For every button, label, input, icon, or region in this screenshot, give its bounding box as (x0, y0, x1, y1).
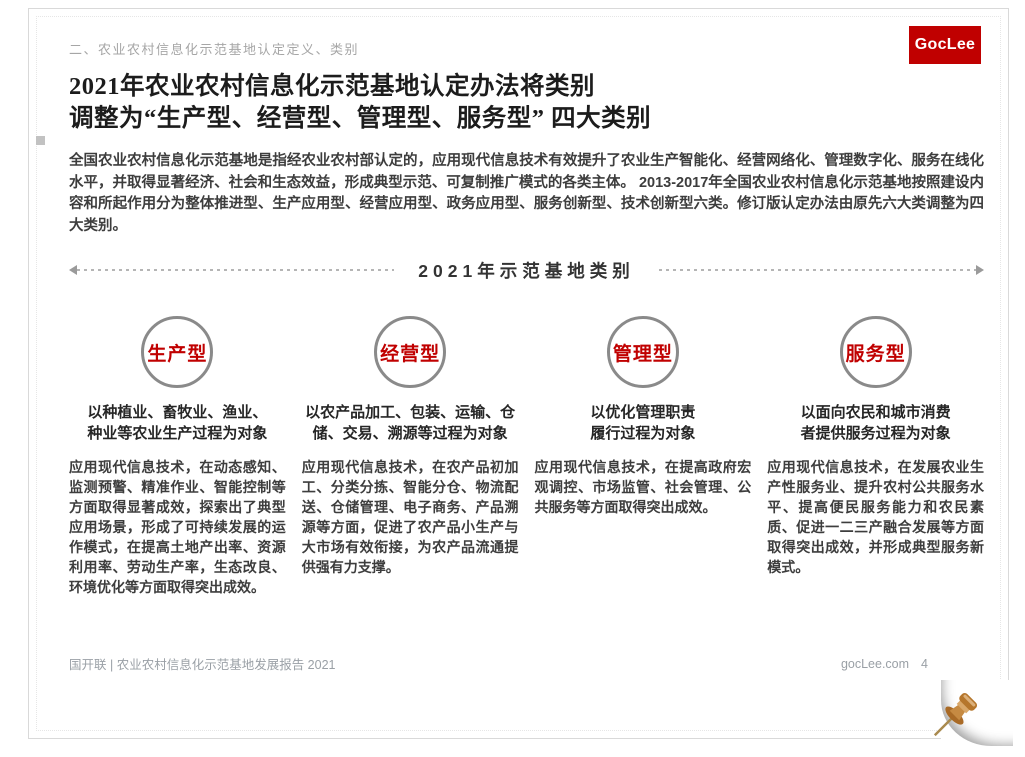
footer-page-number: 4 (921, 656, 928, 671)
category-circle: 管理型 (606, 316, 679, 388)
pushpin-icon (933, 692, 978, 737)
category-column-operation: 经营型 以农产品加工、包装、运输、仓 储、交易、溯源等过程为对象 应用现代信息技… (302, 316, 519, 597)
category-column-production: 生产型 以种植业、畜牧业、渔业、 种业等农业生产过程为对象 应用现代信息技术，在… (69, 316, 286, 597)
section-kicker: 二、农业农村信息化示范基地认定定义、类别 (69, 42, 360, 57)
category-circle: 生产型 (141, 316, 214, 388)
page-title: 2021年农业农村信息化示范基地认定办法将类别 调整为“生产型、经营型、管理型、… (69, 71, 984, 135)
category-name: 生产型 (147, 343, 208, 365)
category-heading-row: 2021年示范基地类别 (69, 258, 984, 282)
category-description: 应用现代信息技术，在发展农业生产性服务业、提升农村公共服务水平、提高便民服务能力… (767, 459, 984, 575)
category-column-service: 服务型 以面向农民和城市消费 者提供服务过程为对象 应用现代信息技术，在发展农业… (767, 316, 984, 597)
category-name: 服务型 (845, 343, 906, 365)
section-heading: 2021年示范基地类别 (418, 260, 635, 281)
category-description: 应用现代信息技术，在农产品初加工、分类分拣、智能分仓、物流配送、仓储管理、电子商… (301, 459, 519, 575)
brand-logo: GocLee (909, 26, 981, 64)
category-circle: 服务型 (839, 316, 912, 388)
left-arrow-icon (69, 265, 77, 275)
intro-paragraph: 全国农业农村信息化示范基地是指经农业农村部认定的，应用现代信息技术有效提升了农业… (69, 153, 984, 234)
title-bullet-square (36, 136, 45, 145)
category-circle: 经营型 (374, 316, 447, 388)
category-subtitle: 以优化管理职责 履行过程为对象 (590, 404, 696, 442)
footer-report-title: 国开联 | 农业农村信息化示范基地发展报告 2021 (69, 658, 336, 672)
left-dashed-line (77, 269, 395, 271)
category-description: 应用现代信息技术，在提高政府宏观调控、市场监管、社会管理、公共服务等方面取得突出… (534, 459, 752, 515)
category-name: 管理型 (612, 343, 673, 365)
category-description: 应用现代信息技术，在动态感知、监测预警、精准作业、智能控制等方面取得显著成效，探… (69, 459, 286, 595)
page-title-line2: 调整为“生产型、经营型、管理型、服务型” 四大类别 (69, 105, 652, 132)
footer: 国开联 | 农业农村信息化示范基地发展报告 2021 gocLee.com 4 (69, 654, 928, 673)
slide-page: GocLee 二、农业农村信息化示范基地认定定义、类别 2021年农业农村信息化… (28, 8, 1013, 746)
right-dashed-line (658, 269, 976, 271)
category-column-management: 管理型 以优化管理职责 履行过程为对象 应用现代信息技术，在提高政府宏观调控、市… (534, 316, 752, 597)
category-subtitle: 以农产品加工、包装、运输、仓 储、交易、溯源等过程为对象 (305, 404, 516, 442)
page-title-line1: 2021年农业农村信息化示范基地认定办法将类别 (69, 73, 595, 100)
category-subtitle: 以种植业、畜牧业、渔业、 种业等农业生产过程为对象 (87, 404, 268, 442)
category-name: 经营型 (380, 343, 441, 365)
category-subtitle: 以面向农民和城市消费 者提供服务过程为对象 (800, 404, 951, 442)
brand-logo-text: GocLee (914, 36, 976, 53)
footer-site: gocLee.com (840, 656, 910, 671)
category-columns: 生产型 以种植业、畜牧业、渔业、 种业等农业生产过程为对象 应用现代信息技术，在… (69, 316, 984, 597)
right-arrow-icon (976, 265, 984, 275)
